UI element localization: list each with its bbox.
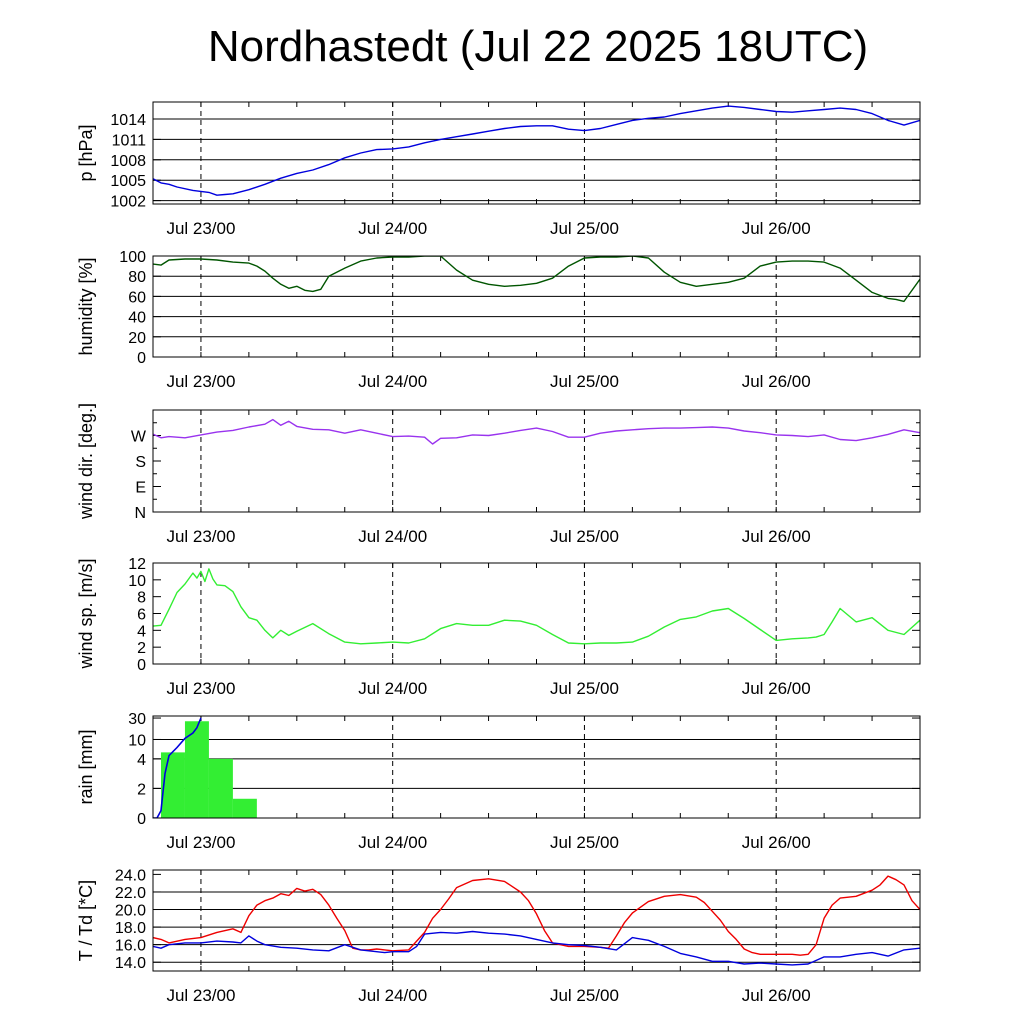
y-tick-label: 2 [137,781,146,798]
x-tick-label: Jul 26/00 [742,527,811,546]
y-tick-label: 60 [128,289,146,306]
x-tick-label: Jul 23/00 [166,986,235,1005]
plot-frame [152,715,921,819]
x-tick-label: Jul 26/00 [742,679,811,698]
y-tick-label: 0 [137,350,146,367]
y-axis-label: humidity [%] [76,257,96,355]
y-tick-label: 8 [137,590,146,607]
series-line-0 [153,568,920,645]
chart-title: Nordhastedt (Jul 22 2025 18UTC) [207,22,869,71]
x-tick-label: Jul 25/00 [550,372,619,391]
y-tick-label: 24.0 [115,867,146,884]
rain-bar [208,758,233,818]
x-tick-label: Jul 26/00 [742,372,811,391]
y-tick-label: 0 [137,811,146,828]
plot-frame [152,255,921,358]
y-tick-label: 1011 [112,132,147,149]
y-tick-label: 10 [128,732,146,749]
y-axis-label: p [hPa] [76,124,96,181]
y-tick-label: 40 [128,310,146,327]
x-tick-label: Jul 24/00 [358,527,427,546]
panel-4 [152,715,921,819]
series-line-0 [153,256,920,303]
x-tick-label: Jul 26/00 [742,986,811,1005]
x-tick-label: Jul 24/00 [358,986,427,1005]
y-tick-label: 20.0 [115,903,146,920]
x-tick-label: Jul 24/00 [358,219,427,238]
x-tick-label: Jul 25/00 [550,833,619,852]
rain-cumulative-line [153,717,202,818]
x-tick-label: Jul 23/00 [166,219,235,238]
series-line-0 [153,418,920,445]
panel-0 [152,101,921,205]
y-tick-label: 18.0 [115,920,146,937]
x-tick-label: Jul 24/00 [358,372,427,391]
series-line-T [153,875,920,956]
y-tick-label: W [131,429,147,446]
x-tick-label: Jul 24/00 [358,833,427,852]
x-tick-label: Jul 25/00 [550,527,619,546]
y-tick-label: 6 [137,607,146,624]
y-axis-label: T / Td [*C] [76,880,96,961]
y-tick-label: 14.0 [115,955,146,972]
plot-frame [152,101,921,205]
x-tick-label: Jul 23/00 [166,527,235,546]
y-tick-label: 0 [137,657,146,674]
y-tick-label: S [135,454,146,471]
y-tick-label: 100 [119,249,146,266]
panel-5 [152,869,921,972]
y-tick-label: 20 [128,330,146,347]
plot-frame [152,409,921,513]
y-tick-label: 30 [128,711,146,728]
plot-frame [152,869,921,972]
rain-bar [184,721,209,818]
y-tick-label: 22.0 [115,885,146,902]
x-tick-label: Jul 25/00 [550,679,619,698]
x-tick-label: Jul 23/00 [166,833,235,852]
panel-2 [152,409,921,513]
y-tick-label: 1014 [110,112,146,129]
y-axis-label: wind dir. [deg.] [76,403,96,520]
y-tick-label: 1008 [110,153,146,170]
y-tick-label: 10 [128,573,146,590]
x-tick-label: Jul 26/00 [742,833,811,852]
x-tick-label: Jul 25/00 [550,986,619,1005]
x-tick-label: Jul 26/00 [742,219,811,238]
y-tick-label: E [135,480,146,497]
x-tick-label: Jul 25/00 [550,219,619,238]
plot-frame [152,562,921,665]
y-tick-label: 80 [128,269,146,286]
y-tick-label: 12 [128,556,146,573]
rain-bar [232,798,257,818]
panel-3 [152,562,921,665]
y-tick-label: 1002 [110,194,146,211]
y-tick-label: 2 [137,640,146,657]
y-tick-label: 4 [137,623,146,640]
y-tick-label: 16.0 [115,938,146,955]
x-tick-label: Jul 23/00 [166,679,235,698]
series-line-Td [153,930,920,966]
y-tick-label: 1005 [110,173,146,190]
rain-bar [160,752,185,818]
y-tick-label: N [134,505,146,522]
y-tick-label: 4 [137,752,146,769]
panel-1 [152,255,921,358]
series-line-0 [153,105,920,196]
y-axis-label: wind sp. [m/s] [76,558,96,669]
x-tick-label: Jul 24/00 [358,679,427,698]
y-axis-label: rain [mm] [76,729,96,804]
x-tick-label: Jul 23/00 [166,372,235,391]
